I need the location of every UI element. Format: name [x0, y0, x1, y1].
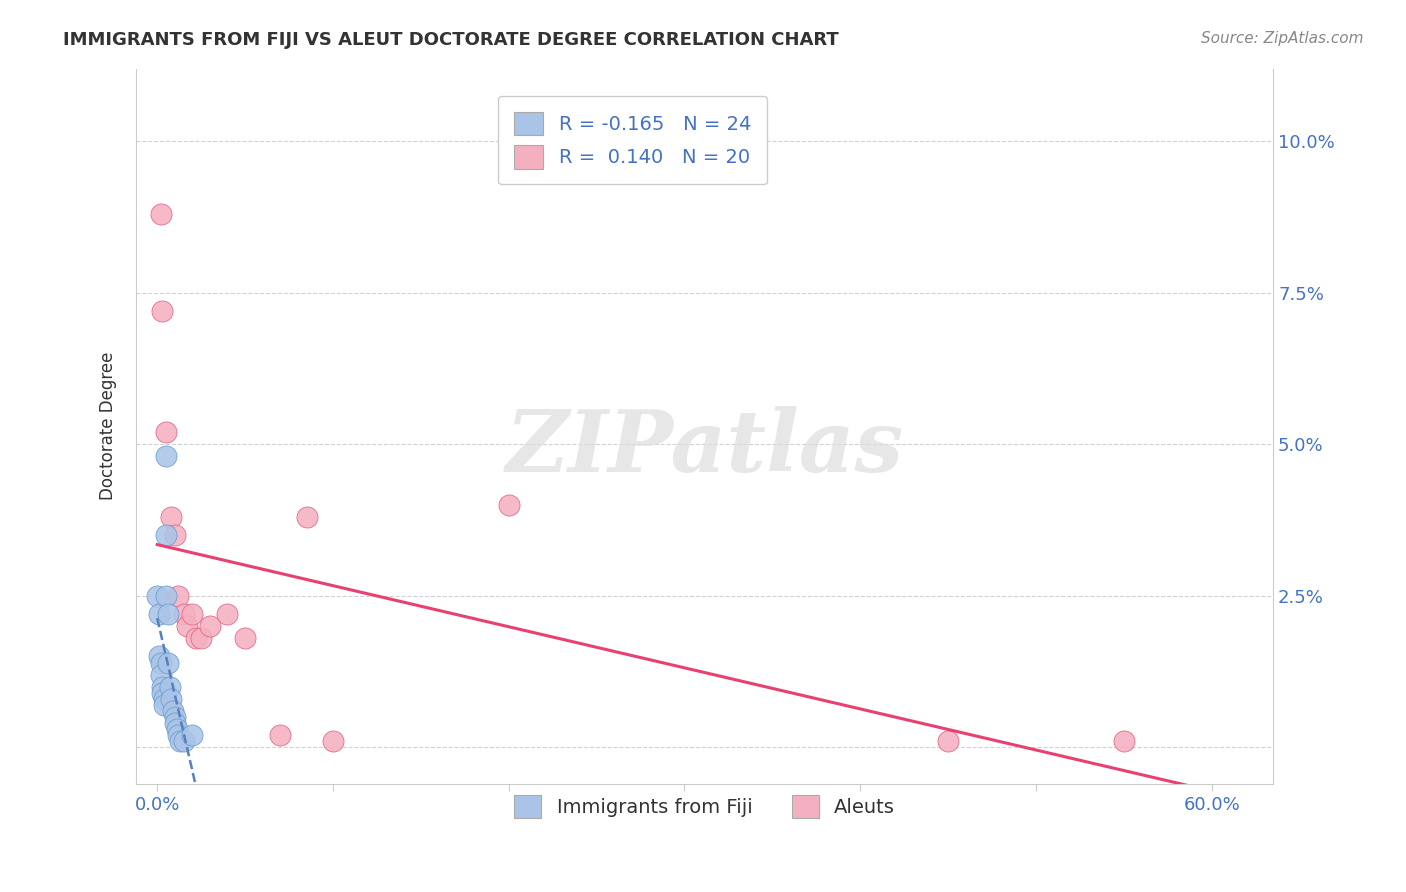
Point [163, 716, 186, 731]
Point [153, 698, 176, 712]
Point [159, 680, 181, 694]
Point [163, 710, 186, 724]
Point [295, 510, 318, 524]
Point [498, 498, 520, 512]
Point [322, 734, 344, 748]
Point [155, 450, 177, 464]
Point [169, 734, 191, 748]
Point [163, 528, 186, 542]
Point [155, 425, 177, 440]
Point [181, 607, 204, 621]
Point [149, 207, 172, 221]
Point [166, 722, 188, 736]
Text: ZIPatlas: ZIPatlas [506, 406, 904, 490]
Point [181, 728, 204, 742]
Point [156, 656, 179, 670]
Point [936, 734, 959, 748]
Point [173, 734, 195, 748]
Point [198, 619, 221, 633]
Point [233, 632, 256, 646]
Point [190, 632, 212, 646]
Point [162, 704, 184, 718]
Text: IMMIGRANTS FROM FIJI VS ALEUT DOCTORATE DEGREE CORRELATION CHART: IMMIGRANTS FROM FIJI VS ALEUT DOCTORATE … [63, 31, 839, 49]
Point [155, 528, 177, 542]
Point [148, 607, 170, 621]
Point [160, 692, 183, 706]
Text: Source: ZipAtlas.com: Source: ZipAtlas.com [1201, 31, 1364, 46]
Point [148, 649, 170, 664]
Point [149, 667, 172, 681]
Point [152, 686, 174, 700]
Point [149, 656, 172, 670]
Point [152, 304, 174, 318]
Point [146, 589, 169, 603]
Point [160, 510, 183, 524]
Point [155, 589, 177, 603]
Point [167, 728, 190, 742]
Point [153, 692, 176, 706]
Point [1112, 734, 1135, 748]
Point [269, 728, 291, 742]
Y-axis label: Doctorate Degree: Doctorate Degree [100, 352, 117, 500]
Point [152, 680, 174, 694]
Point [176, 619, 198, 633]
Point [167, 589, 190, 603]
Point [184, 632, 207, 646]
Point [173, 607, 195, 621]
Point [156, 607, 179, 621]
Legend: Immigrants from Fiji, Aleuts: Immigrants from Fiji, Aleuts [506, 788, 903, 825]
Point [217, 607, 239, 621]
